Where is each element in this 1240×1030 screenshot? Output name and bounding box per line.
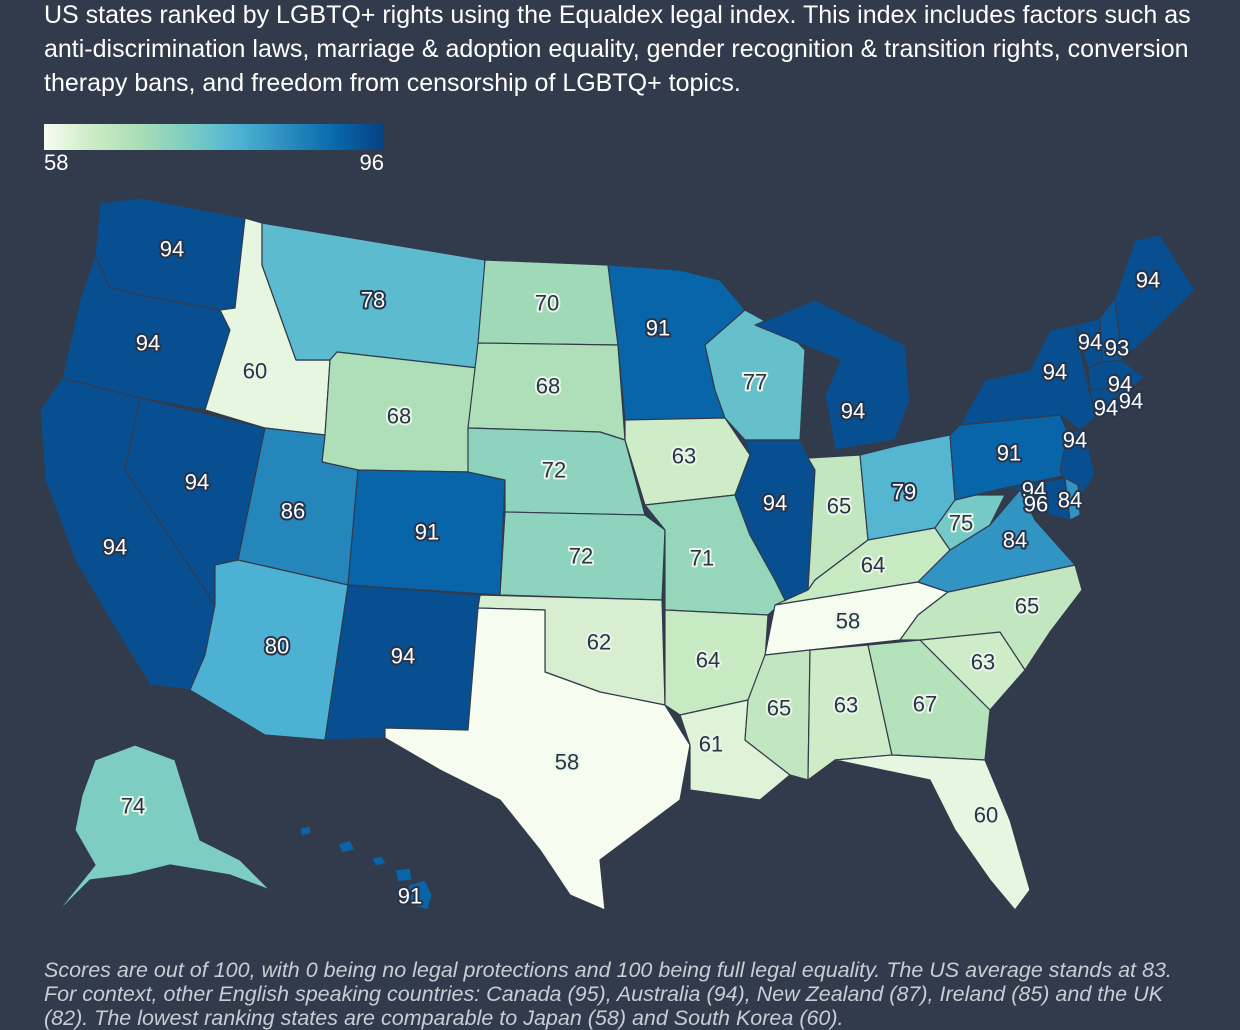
state-label-GA: 67 xyxy=(913,692,937,717)
state-label-CT: 94 xyxy=(1094,396,1118,421)
state-label-PA: 91 xyxy=(997,441,1021,466)
state-label-ND: 70 xyxy=(535,291,559,316)
state-NC[interactable] xyxy=(899,564,1083,671)
state-label-IL: 94 xyxy=(763,491,787,516)
state-label-NM: 94 xyxy=(391,644,415,669)
state-label-MD: 94 xyxy=(1022,478,1046,503)
state-label-NE: 72 xyxy=(542,458,566,483)
state-GA[interactable] xyxy=(867,639,991,761)
state-label-TN: 58 xyxy=(836,609,860,634)
state-label-TX: 58 xyxy=(555,750,579,775)
state-label-AK: 74 xyxy=(121,794,145,819)
state-label-KY: 64 xyxy=(861,553,885,578)
state-label-VT: 94 xyxy=(1078,330,1102,355)
state-label-OH: 79 xyxy=(892,480,916,505)
state-TX[interactable] xyxy=(384,607,691,911)
state-label-CA: 94 xyxy=(103,535,127,560)
state-label-VA: 84 xyxy=(1003,528,1027,553)
state-DE[interactable] xyxy=(1064,477,1081,521)
state-label-ID: 60 xyxy=(243,359,267,384)
state-label-WV: 75 xyxy=(949,511,973,536)
state-MI[interactable] xyxy=(754,299,911,451)
state-label-WI: 77 xyxy=(743,370,767,395)
state-label-OR: 94 xyxy=(136,331,160,356)
state-label-NJ: 94 xyxy=(1063,428,1087,453)
state-label-MS: 65 xyxy=(767,696,791,721)
state-label-AR: 64 xyxy=(696,648,720,673)
legend-min-label: 58 xyxy=(44,150,69,175)
state-DC[interactable] xyxy=(1027,495,1043,511)
state-label-FL: 60 xyxy=(974,803,998,828)
state-AK[interactable] xyxy=(54,744,271,916)
map-footnote: Scores are out of 100, with 0 being no l… xyxy=(44,958,1172,1030)
state-label-MA: 94 xyxy=(1108,372,1132,397)
color-scale-bar xyxy=(44,124,384,150)
state-label-AZ: 80 xyxy=(265,634,289,659)
state-label-UT: 86 xyxy=(281,499,305,524)
state-label-NY: 94 xyxy=(1043,360,1067,385)
state-HI[interactable] xyxy=(299,825,433,911)
state-label-CO: 91 xyxy=(415,520,439,545)
state-label-MN: 91 xyxy=(646,316,670,341)
state-label-MT: 78 xyxy=(361,288,385,313)
state-label-NC: 65 xyxy=(1015,594,1039,619)
state-NY[interactable] xyxy=(959,324,1106,431)
state-label-HI: 91 xyxy=(398,884,422,909)
state-label-RI: 94 xyxy=(1119,389,1143,414)
legend-max-label: 96 xyxy=(359,150,384,175)
state-label-LA: 61 xyxy=(699,732,723,757)
state-label-IA: 63 xyxy=(672,444,696,469)
state-label-NH: 93 xyxy=(1105,336,1129,361)
state-label-WA: 94 xyxy=(160,237,184,262)
state-label-OK: 62 xyxy=(587,630,611,655)
state-label-SD: 68 xyxy=(536,374,560,399)
map-subtitle: US states ranked by LGBTQ+ rights using … xyxy=(44,1,1191,97)
state-label-KS: 72 xyxy=(569,544,593,569)
state-CO[interactable] xyxy=(347,469,506,596)
state-label-ME: 94 xyxy=(1136,268,1160,293)
state-label-AL: 63 xyxy=(834,693,858,718)
state-FL[interactable] xyxy=(834,754,1031,911)
state-label-WY: 68 xyxy=(387,404,411,429)
state-label-IN: 65 xyxy=(827,494,851,519)
state-KS[interactable] xyxy=(499,511,666,601)
state-label-MO: 71 xyxy=(690,546,714,571)
state-label-NV: 94 xyxy=(185,470,209,495)
state-label-MI: 94 xyxy=(841,399,865,424)
state-label-SC: 63 xyxy=(971,650,995,675)
state-label-DE: 84 xyxy=(1058,488,1082,513)
state-label-DC: 96 xyxy=(1024,492,1048,517)
state-RI[interactable] xyxy=(1114,387,1131,411)
color-scale-legend: 58 96 xyxy=(44,124,384,175)
